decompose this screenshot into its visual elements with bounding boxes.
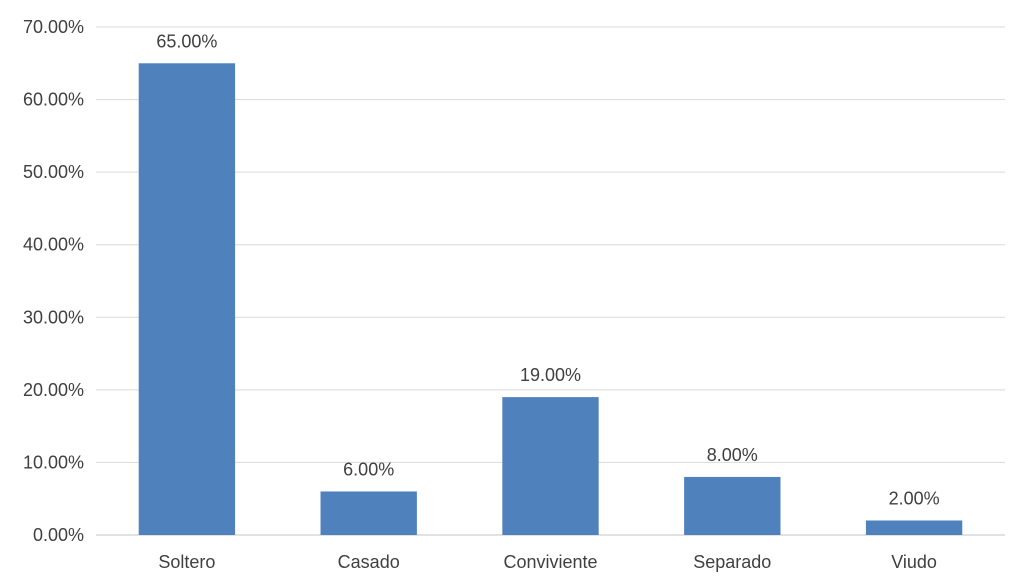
bars xyxy=(138,63,963,536)
bar-soltero xyxy=(138,63,236,536)
y-tick-label: 0.00% xyxy=(33,525,84,545)
y-tick-label: 50.00% xyxy=(23,162,84,182)
x-category-label: Casado xyxy=(338,552,400,572)
bar-conviviente xyxy=(502,397,599,535)
y-tick-label: 40.00% xyxy=(23,235,84,255)
bar-viudo xyxy=(865,520,963,535)
data-label-casado: 6.00% xyxy=(343,459,394,479)
x-category-label: Viudo xyxy=(891,552,937,572)
data-labels: 65.00% 6.00% 19.00% 8.00% 2.00% xyxy=(156,31,939,508)
data-label-viudo: 2.00% xyxy=(889,488,940,508)
y-axis-tick-labels: 0.00% 10.00% 20.00% 30.00% 40.00% 50.00% 60.00… xyxy=(23,17,84,545)
x-axis-category-labels: Soltero Casado Conviviente Separado Viudo xyxy=(158,552,937,572)
data-label-separado: 8.00% xyxy=(707,445,758,465)
y-tick-label: 70.00% xyxy=(23,17,84,37)
y-tick-label: 60.00% xyxy=(23,90,84,110)
data-label-soltero: 65.00% xyxy=(156,31,217,51)
x-category-label: Soltero xyxy=(158,552,215,572)
bar-separado xyxy=(684,476,781,535)
x-category-label: Conviviente xyxy=(503,552,597,572)
bar-casado xyxy=(320,491,417,535)
y-tick-label: 10.00% xyxy=(23,452,84,472)
y-tick-label: 20.00% xyxy=(23,380,84,400)
x-category-label: Separado xyxy=(693,552,771,572)
gridlines xyxy=(96,26,1005,536)
data-label-conviviente: 19.00% xyxy=(520,365,581,385)
y-tick-label: 30.00% xyxy=(23,307,84,327)
